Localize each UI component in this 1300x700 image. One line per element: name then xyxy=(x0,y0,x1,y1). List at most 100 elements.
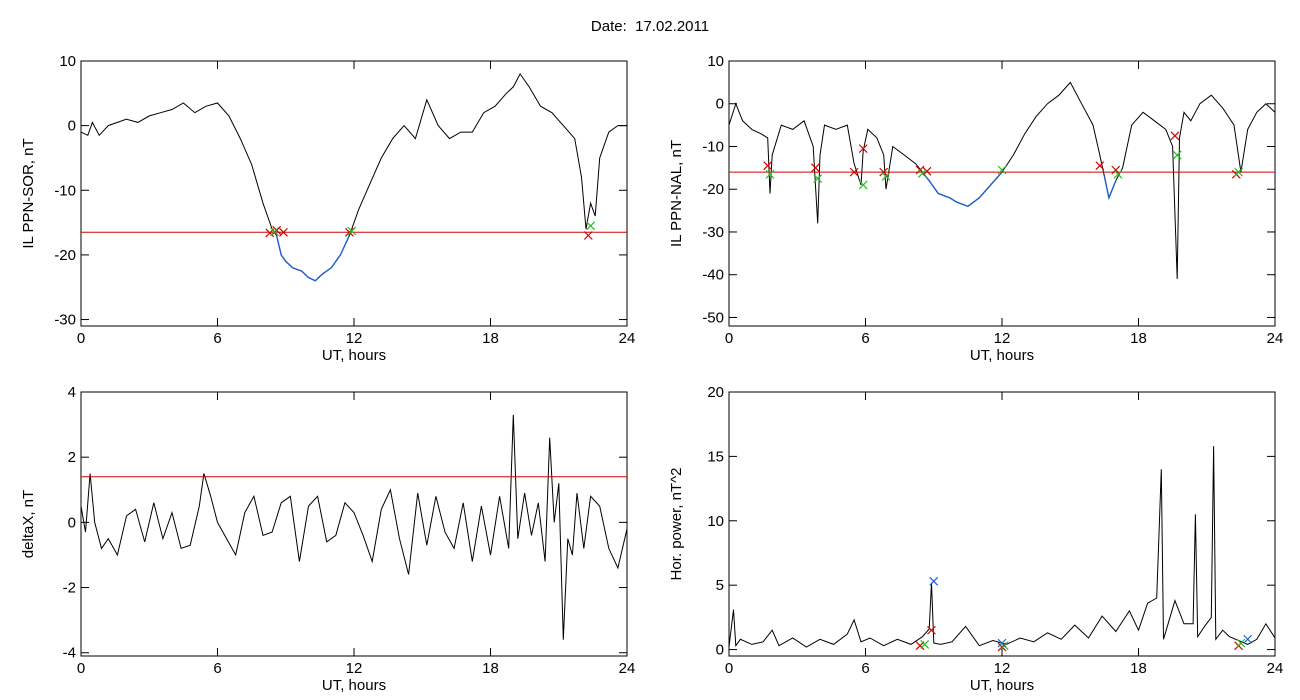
chart-panel-2: 0 6 12 18 24 10 0 -10 -20 -30 -40 -50 UT, hours IL PP… xyxy=(668,53,1283,364)
y-tick-label: 2 xyxy=(68,449,76,466)
marker-green xyxy=(1234,167,1244,177)
y-axis-label: deltaX, nT xyxy=(20,490,37,558)
below-threshold-segment xyxy=(921,171,1003,208)
x-axis-label: UT, hours xyxy=(970,677,1034,694)
y-tick-label: 0 xyxy=(68,514,76,531)
y-tick-label: -10 xyxy=(54,182,76,199)
x-tick-label: 6 xyxy=(861,330,869,347)
page-title: Date: 17.02.2011 xyxy=(0,18,1300,35)
x-tick-label: 12 xyxy=(346,330,363,347)
chart-panel-4: 0 6 12 18 24 20 15 10 5 0 UT, hours Hor. power, nT^… xyxy=(668,384,1283,694)
x-tick-label: 24 xyxy=(1267,660,1284,677)
marker-red xyxy=(858,144,868,154)
marker-green xyxy=(813,174,823,183)
marker-blue xyxy=(929,576,939,586)
marker-red xyxy=(1170,131,1180,141)
plot-frame xyxy=(80,391,628,657)
x-tick-label: 18 xyxy=(482,660,499,677)
x-axis-label: UT, hours xyxy=(322,677,386,694)
x-tick-label: 18 xyxy=(1130,330,1147,347)
marker-red xyxy=(879,167,889,177)
y-axis-label: Hor. power, nT^2 xyxy=(668,468,685,581)
marker-red xyxy=(1111,165,1121,175)
x-tick-label: 12 xyxy=(994,330,1011,347)
y-tick-label: 4 xyxy=(68,384,76,401)
x-tick-label: 12 xyxy=(994,660,1011,677)
marker-red xyxy=(811,163,820,173)
marker-red xyxy=(927,625,936,635)
marker-green xyxy=(1172,150,1182,160)
y-tick-label: 5 xyxy=(716,577,724,594)
x-tick-label: 18 xyxy=(1130,660,1147,677)
y-tick-label: -20 xyxy=(54,247,76,264)
plot-frame xyxy=(728,60,1276,327)
series-line-1 xyxy=(80,414,628,640)
series-line-1 xyxy=(80,72,627,282)
marker-red xyxy=(763,161,773,171)
y-tick-label: 0 xyxy=(716,642,724,659)
y-tick-label: 10 xyxy=(59,53,76,70)
x-tick-label: 18 xyxy=(482,330,499,347)
x-tick-label: 0 xyxy=(725,330,733,347)
y-tick-label: 0 xyxy=(716,96,724,113)
series-line-1 xyxy=(728,446,1276,648)
y-tick-label: 15 xyxy=(707,448,724,465)
marker-red xyxy=(272,225,282,235)
y-axis-label: IL PPN-NAL, nT xyxy=(668,140,685,247)
marker-blue xyxy=(997,638,1007,648)
y-tick-label: -2 xyxy=(63,580,76,597)
marker-green xyxy=(1236,638,1246,648)
y-tick-label: 10 xyxy=(707,513,724,530)
marker-red xyxy=(583,231,593,240)
marker-blue xyxy=(1243,634,1253,644)
series-line-1 xyxy=(728,81,1276,280)
marker-green xyxy=(997,165,1007,175)
chart-panel-3: 0 6 12 18 24 4 2 0 -2 -4 UT, hours deltaX, nT xyxy=(20,384,635,694)
x-axis-label: UT, hours xyxy=(322,347,386,364)
y-tick-label: -40 xyxy=(702,267,724,284)
marker-green xyxy=(920,639,930,649)
y-tick-label: 10 xyxy=(707,53,724,70)
marker-red xyxy=(849,167,859,177)
marker-red xyxy=(922,166,932,176)
marker-red xyxy=(279,227,288,237)
x-tick-label: 6 xyxy=(861,660,869,677)
marker-green xyxy=(347,226,357,236)
date-label: Date: xyxy=(590,18,627,35)
y-tick-label: -30 xyxy=(54,312,76,329)
marker-green xyxy=(1113,169,1123,179)
y-tick-label: 20 xyxy=(707,384,724,401)
x-tick-label: 0 xyxy=(725,660,733,677)
chart-panel-1: 0 6 12 18 24 10 0 -10 -20 -30 UT, hours IL PPN-SOR,… xyxy=(20,53,635,364)
marker-green xyxy=(586,221,596,231)
marker-green xyxy=(858,180,868,190)
marker-green xyxy=(917,168,927,178)
x-tick-label: 24 xyxy=(619,660,636,677)
y-tick-label: 0 xyxy=(68,118,76,135)
y-tick-label: -50 xyxy=(702,309,724,326)
marker-red xyxy=(1095,161,1105,171)
marker-green xyxy=(765,169,775,179)
x-tick-label: 24 xyxy=(1267,330,1284,347)
plot-frame xyxy=(80,60,628,327)
marker-green xyxy=(881,171,891,181)
y-axis-label: IL PPN-SOR, nT xyxy=(20,138,37,248)
marker-red xyxy=(997,642,1007,652)
y-tick-label: -20 xyxy=(702,181,724,198)
marker-green xyxy=(269,227,279,237)
y-tick-label: -30 xyxy=(702,224,724,241)
x-tick-label: 0 xyxy=(77,330,85,347)
below-threshold-segment xyxy=(275,235,351,282)
x-tick-label: 24 xyxy=(619,330,636,347)
below-threshold-segment xyxy=(1103,176,1117,201)
marker-red xyxy=(345,227,354,237)
x-tick-label: 12 xyxy=(346,660,363,677)
date-value: 17.02.2011 xyxy=(635,18,710,35)
x-axis-label: UT, hours xyxy=(970,347,1034,364)
x-tick-label: 0 xyxy=(77,660,85,677)
x-tick-label: 6 xyxy=(213,660,221,677)
y-tick-label: -10 xyxy=(702,138,724,155)
y-tick-label: -4 xyxy=(63,645,76,662)
x-tick-label: 6 xyxy=(213,330,221,347)
